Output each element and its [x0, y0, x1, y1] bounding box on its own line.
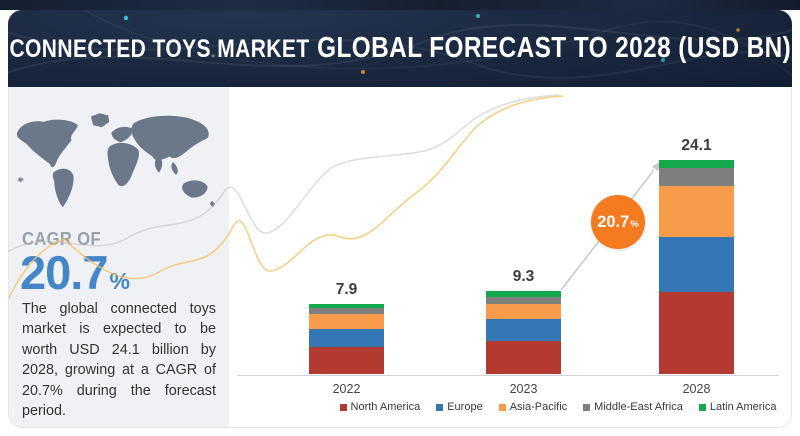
legend-swatch-europe	[436, 403, 444, 411]
market-summary-text: The global connected toys market is expe…	[22, 301, 216, 420]
x-axis-line	[237, 375, 779, 376]
page-title-market: CONNECTED TOYS MARKET	[9, 35, 310, 63]
total-label-2023: 9.3	[512, 268, 535, 286]
bar-2022	[309, 303, 384, 374]
legend-item-europe: Europe	[436, 401, 483, 413]
cagr-badge-value: 20.7	[597, 212, 630, 231]
bar-segment-asia-pacific-2023	[486, 303, 561, 319]
bar-segment-europe-2022	[309, 329, 384, 348]
header: CONNECTED TOYS MARKET GLOBAL FORECAST TO…	[8, 10, 792, 87]
total-label-2022: 7.9	[335, 280, 358, 298]
chart-legend: North America Europe Asia-Pacific Middle-Ea…	[329, 398, 787, 416]
legend-item-asia-pacific: Asia-Pacific	[498, 401, 568, 413]
legend-label-asia-pacific: Asia-Pacific	[509, 401, 568, 413]
bar-segment-latin-america-2022	[309, 303, 384, 308]
legend-label-europe: Europe	[447, 401, 483, 413]
x-tick-2022: 2022	[332, 382, 361, 396]
bar-segment-north-america-2028	[659, 292, 734, 374]
cagr-badge-unit: %	[630, 218, 639, 230]
total-label-2028: 24.1	[681, 136, 712, 154]
bar-segment-north-america-2022	[309, 347, 384, 374]
legend-swatch-middle-east-africa	[583, 403, 591, 411]
page-title: CONNECTED TOYS MARKET GLOBAL FORECAST TO…	[9, 32, 791, 65]
bar-2023	[486, 291, 561, 374]
legend-label-middle-east-africa: Middle-East Africa	[594, 401, 683, 413]
legend-swatch-asia-pacific	[498, 403, 506, 411]
bar-segment-asia-pacific-2022	[309, 313, 384, 330]
legend-item-latin-america: Latin America	[698, 401, 777, 413]
bar-segment-north-america-2023	[486, 341, 561, 374]
x-tick-2028: 2028	[682, 382, 711, 396]
legend-item-north-america: North America	[339, 401, 421, 413]
page-title-forecast: GLOBAL FORECAST TO 2028 (USD BN)	[316, 32, 791, 64]
legend-item-middle-east-africa: Middle-East Africa	[583, 401, 683, 413]
bar-segment-asia-pacific-2028	[659, 186, 734, 237]
bar-segment-middle-east-africa-2023	[486, 296, 561, 304]
bar-segment-middle-east-africa-2022	[309, 307, 384, 314]
legend-label-latin-america: Latin America	[709, 401, 777, 413]
bar-segment-latin-america-2023	[486, 291, 561, 297]
bar-segment-europe-2023	[486, 318, 561, 342]
bar-segment-middle-east-africa-2028	[659, 168, 734, 187]
x-tick-2023: 2023	[509, 382, 538, 396]
legend-swatch-latin-america	[698, 403, 706, 411]
legend-swatch-north-america	[339, 403, 347, 411]
bar-2028	[659, 159, 734, 374]
legend-label-north-america: North America	[350, 401, 421, 413]
bar-segment-europe-2028	[659, 236, 734, 293]
bar-segment-latin-america-2028	[659, 159, 734, 169]
card-body: CAGR OF 20.7% The global connected toys …	[8, 87, 792, 428]
bars-layer: 7.9 2022 9.3 2023 24.1 2028	[9, 87, 791, 427]
cagr-badge: 20.7 %	[591, 195, 645, 249]
top-background-strip	[0, 0, 800, 10]
